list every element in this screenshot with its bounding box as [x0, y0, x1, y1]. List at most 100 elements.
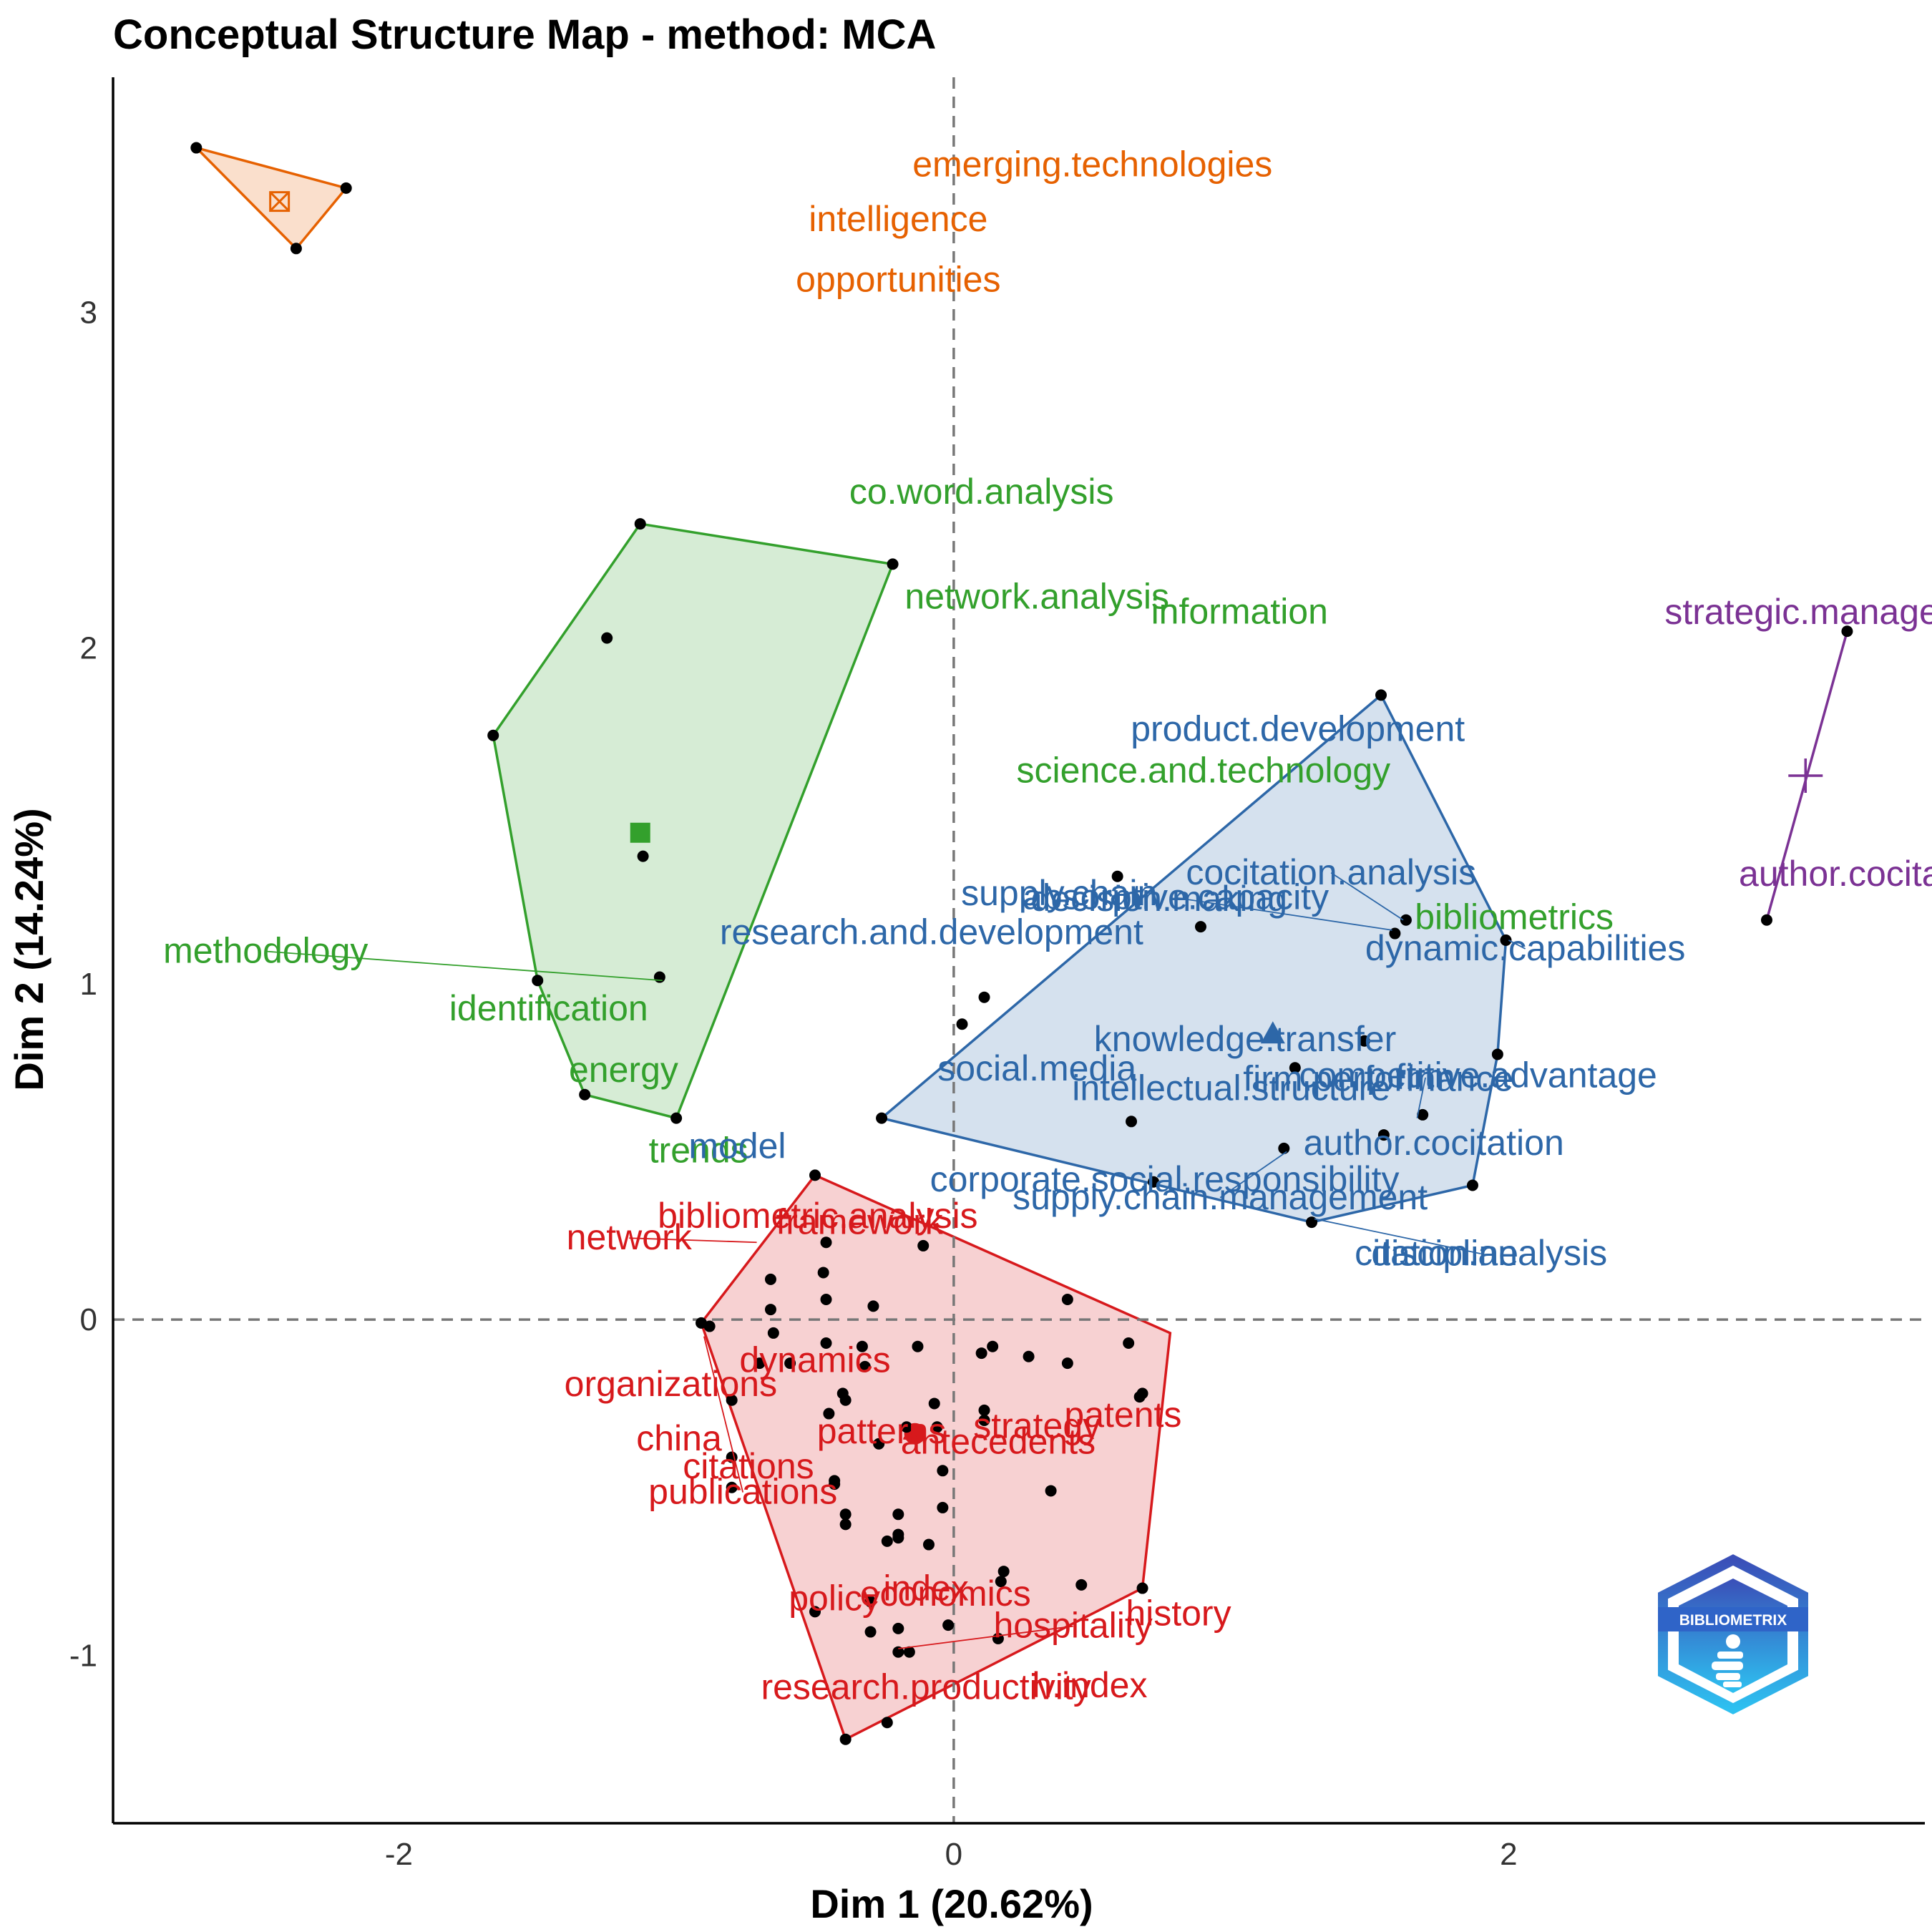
cluster-hulls — [192, 145, 1849, 1742]
term-label-competitive-advantage: competitive.advantage — [1299, 1055, 1657, 1095]
term-point-strategy — [1136, 1387, 1148, 1400]
term-point — [922, 1538, 935, 1551]
logo-wordmark: BIBLIOMETRIX — [1679, 1612, 1787, 1629]
term-label-patents: patents — [1064, 1395, 1181, 1435]
term-point-corporate-social-responsibility — [1278, 1142, 1290, 1154]
term-label-author-cocitation-analysis: author.cocitation.analysis — [1739, 854, 1932, 894]
leader-line — [1175, 897, 1392, 931]
term-label-decision-making: decision.making — [1031, 879, 1288, 919]
term-label-absorptive-capacity: absorptive.capacity — [1023, 877, 1329, 917]
term-point — [903, 1646, 915, 1658]
term-label-knowledge-transfer: knowledge.transfer — [1094, 1019, 1396, 1059]
term-label-research-and-development: research.and.development — [720, 912, 1143, 952]
term-label-bibliometric-analysis: bibliometric.analysis — [658, 1196, 977, 1236]
term-point — [931, 1421, 943, 1433]
term-point-organizations — [1061, 1294, 1073, 1305]
term-point-hospitality — [892, 1646, 904, 1658]
term-label-history: history — [1126, 1594, 1231, 1634]
term-label-index: index — [883, 1568, 969, 1608]
term-point — [859, 1360, 871, 1372]
cluster-centroid-marker — [269, 191, 290, 212]
term-point — [937, 1501, 949, 1513]
term-label-antecedents: antecedents — [901, 1421, 1096, 1461]
term-point-knowledge-transfer — [956, 1018, 968, 1030]
axes: -2 0 2 -1 0 1 2 3 — [69, 77, 1925, 1872]
term-point — [881, 1535, 893, 1547]
term-label-supply-chain: supply.chain — [961, 873, 1157, 913]
term-label-strategy: strategy — [973, 1405, 1101, 1445]
bibliometrix-logo: BIBLIOMETRIX — [1658, 1554, 1808, 1714]
term-point-product-development — [1375, 689, 1387, 701]
term-label-bibliometrics: bibliometrics — [1415, 897, 1614, 937]
y-tick-label: 2 — [80, 631, 97, 666]
x-axis-title: Dim 1 (20.62%) — [810, 1881, 1093, 1926]
term-label-network-analysis: network.analysis — [904, 576, 1169, 616]
term-point — [900, 1421, 912, 1433]
y-tick-label: 0 — [80, 1302, 97, 1337]
term-point-supply-chain — [1111, 870, 1123, 882]
term-label-network: network — [567, 1217, 693, 1257]
leader-line — [703, 1336, 744, 1493]
term-points — [190, 142, 1853, 1745]
term-label-identification: identification — [449, 988, 648, 1028]
term-point-firm — [1417, 1108, 1429, 1121]
term-point — [726, 1394, 738, 1406]
term-point-dynamic-capabilities — [1500, 934, 1512, 946]
term-point — [937, 1465, 949, 1477]
cluster-hull — [492, 522, 894, 1120]
term-point-trends — [670, 1112, 683, 1124]
term-point-supply-chain-management — [1148, 1176, 1160, 1188]
term-point-network — [820, 1236, 832, 1249]
term-point — [764, 1304, 776, 1316]
cluster-hull — [700, 1174, 1172, 1742]
term-label-firm: firm — [1395, 1057, 1455, 1097]
term-point-patterns — [784, 1357, 796, 1370]
term-point-emerging-technologies — [190, 142, 203, 154]
term-label-h-index: h.index — [1032, 1665, 1147, 1705]
term-point — [767, 1327, 779, 1339]
term-label-china: china — [636, 1418, 722, 1458]
term-point-china — [726, 1481, 738, 1493]
term-point — [1123, 1337, 1135, 1349]
term-point-patents — [696, 1317, 708, 1329]
leader-line — [1508, 940, 1526, 950]
x-tick-label: 0 — [945, 1837, 962, 1872]
leader-line — [1330, 872, 1404, 921]
term-point-antecedents — [1045, 1485, 1057, 1497]
term-label-hospitality: hospitality — [993, 1606, 1152, 1646]
term-point-model — [876, 1112, 888, 1124]
term-label-policy: policy — [789, 1578, 880, 1618]
term-label-organizations: organizations — [565, 1364, 777, 1404]
y-tick-label: -1 — [69, 1638, 97, 1673]
term-point — [839, 1508, 852, 1521]
term-point — [892, 1508, 904, 1521]
term-label-cocitation-analysis: cocitation.analysis — [1186, 852, 1476, 892]
term-point-energy — [579, 1088, 591, 1101]
term-point — [820, 1337, 832, 1349]
term-point-research-productivity — [839, 1733, 852, 1745]
term-point — [873, 1438, 885, 1450]
term-label-dynamics: dynamics — [739, 1340, 890, 1380]
term-point-science-and-technology — [487, 729, 499, 741]
term-point-intellectual-structure — [1126, 1116, 1138, 1128]
leader-line — [1416, 1077, 1426, 1118]
term-label-publications: publications — [648, 1472, 837, 1512]
term-point-history — [1136, 1582, 1148, 1594]
term-point — [753, 1357, 766, 1370]
cluster-centroid-marker — [269, 191, 291, 213]
term-point — [1061, 1357, 1073, 1370]
term-point — [823, 1407, 835, 1420]
term-point-author-cocitation-analysis — [1760, 914, 1772, 926]
term-label-methodology: methodology — [163, 931, 368, 971]
term-point — [942, 1619, 955, 1631]
term-point-cocitation-analysis — [1400, 914, 1412, 926]
term-label-corporate-social-responsibility: corporate.social.responsibility — [930, 1159, 1400, 1199]
cluster-centroid-marker — [1788, 758, 1823, 793]
leader-line — [1314, 1218, 1481, 1254]
term-point — [978, 1404, 990, 1416]
term-point — [892, 1532, 904, 1544]
term-point — [864, 1626, 877, 1638]
term-point-bibliometric-analysis — [917, 1239, 930, 1252]
term-label-supply-chain-management: supply.chain.management — [1013, 1177, 1428, 1217]
term-point-policy — [809, 1606, 821, 1618]
